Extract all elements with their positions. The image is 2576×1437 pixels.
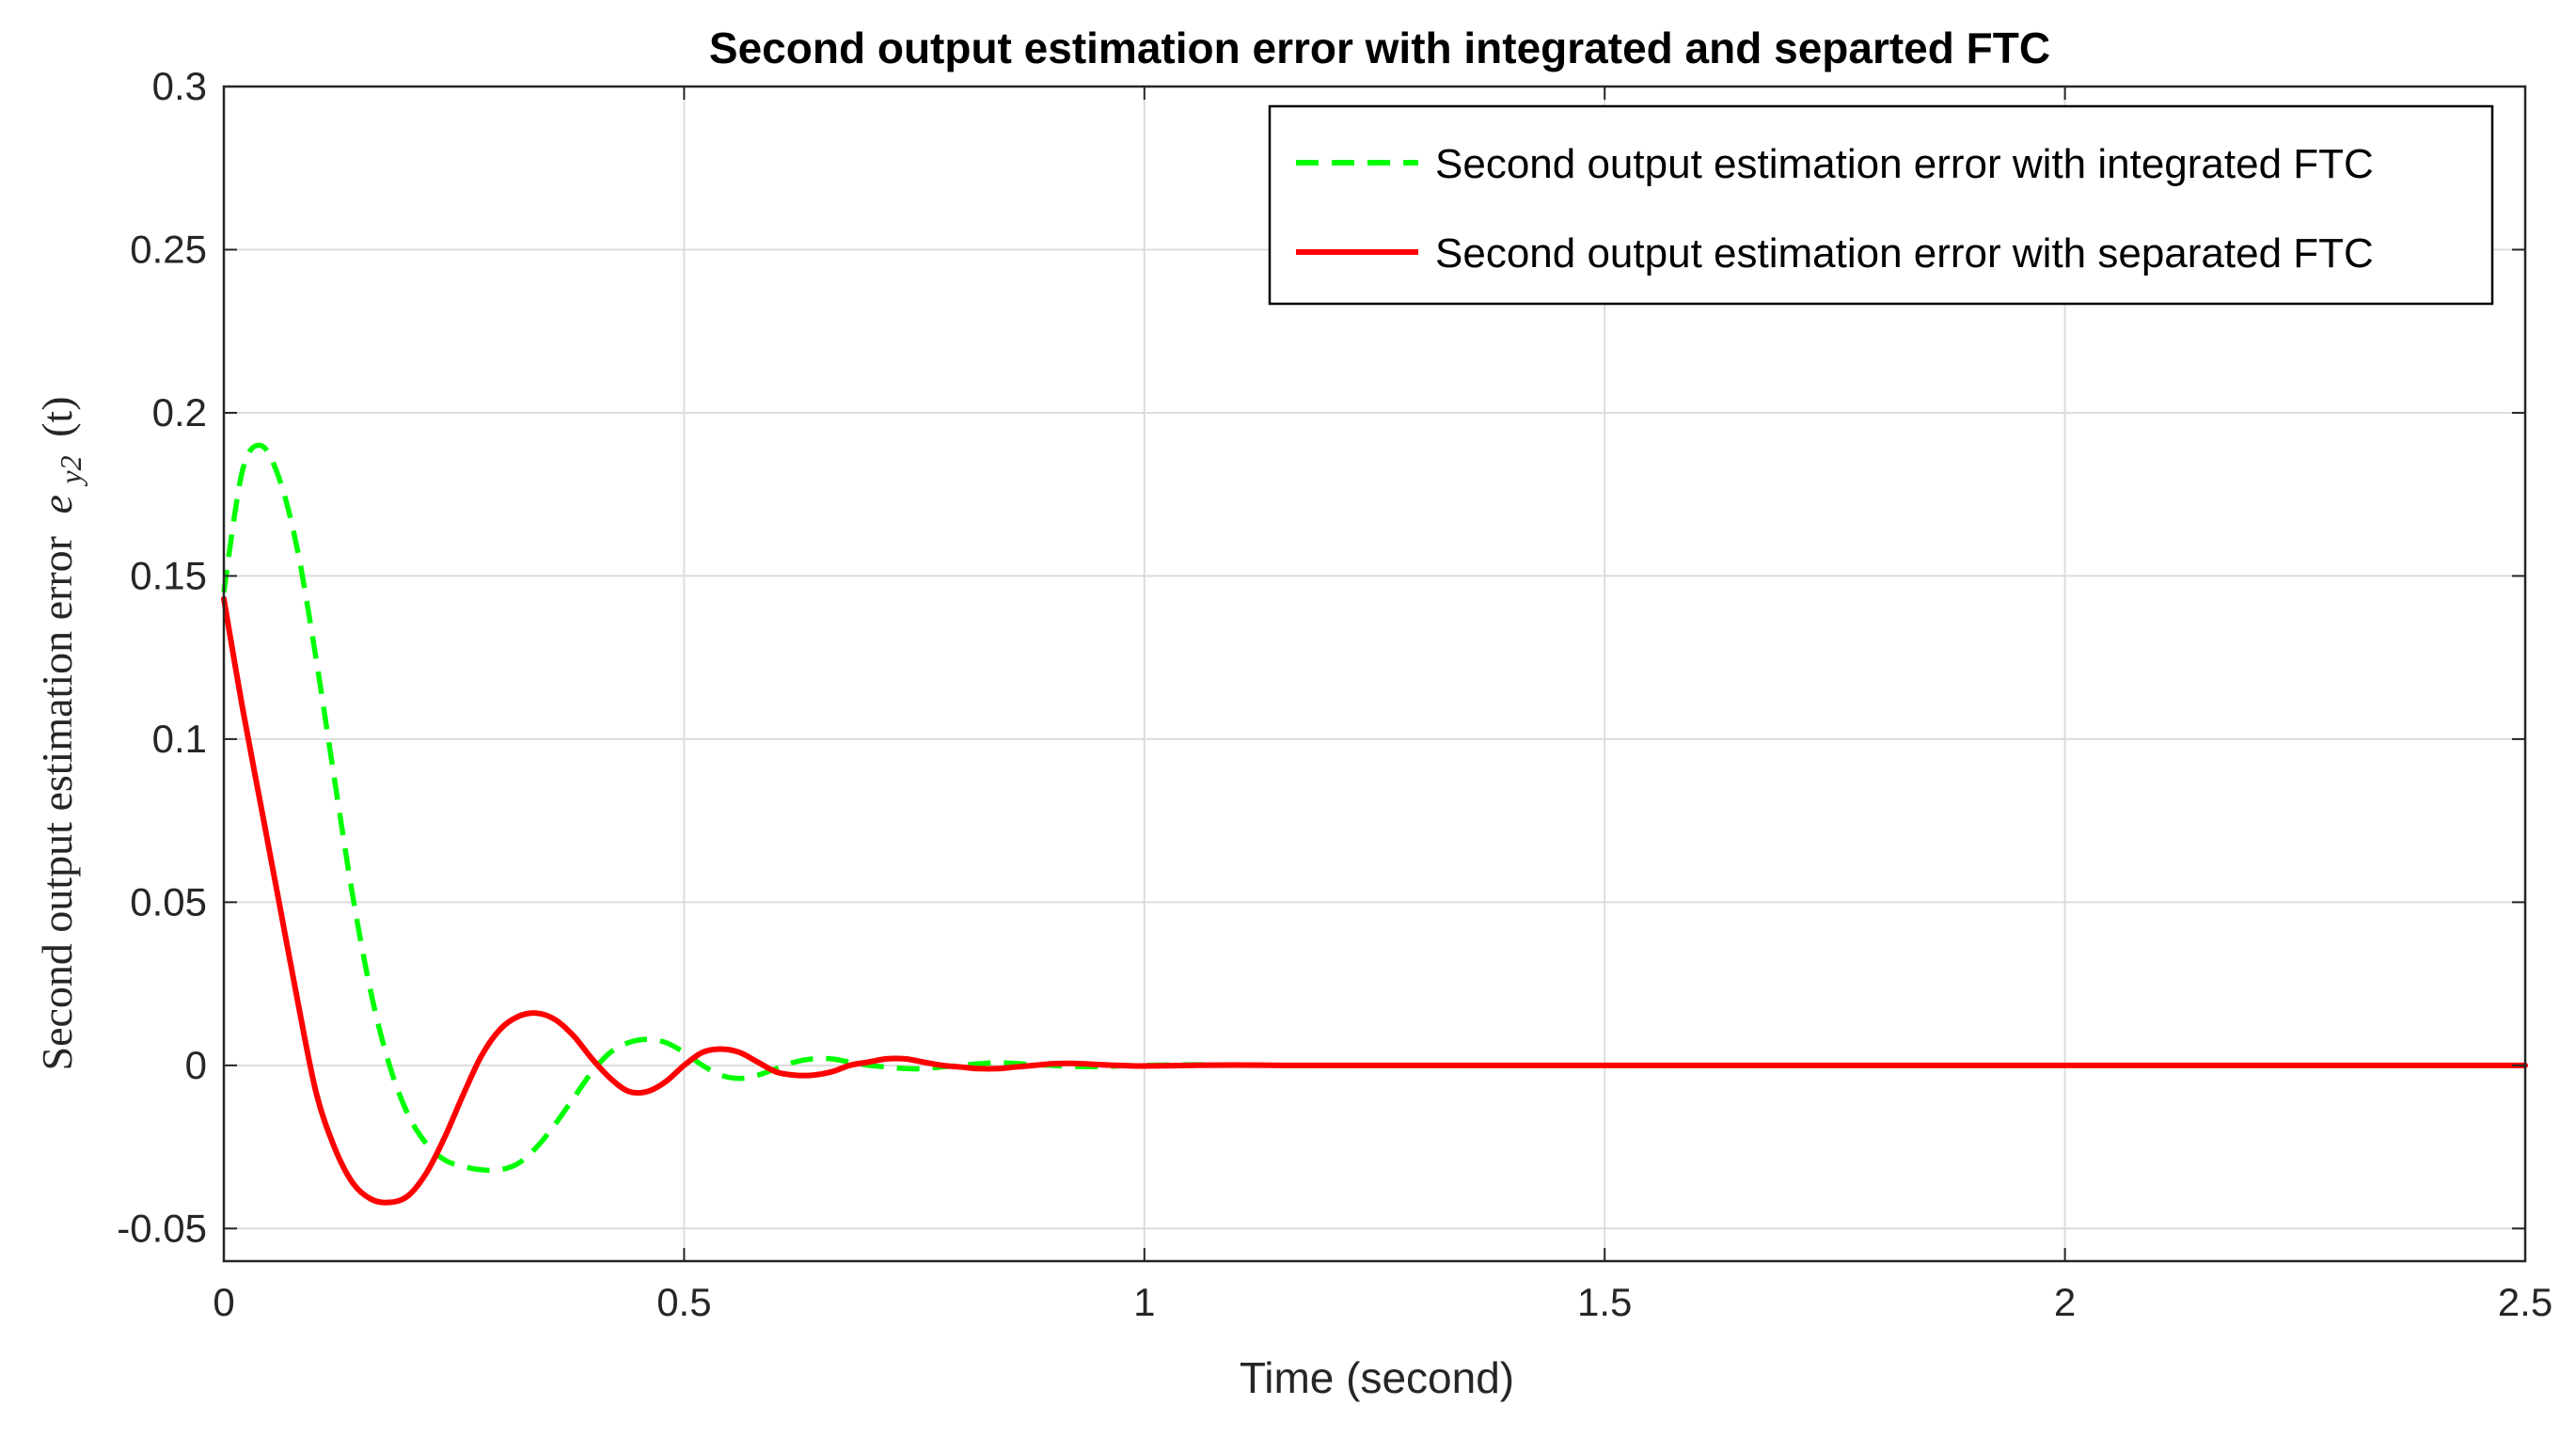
x-tick-label: 1 <box>1133 1280 1155 1324</box>
series-line-separated <box>221 595 2528 1206</box>
tick-marks <box>223 86 2526 1261</box>
x-tick-label: 2 <box>2054 1280 2076 1324</box>
chart-title: Second output estimation error with inte… <box>709 24 2050 72</box>
y-tick-label: 0.15 <box>130 553 207 597</box>
y-tick-label: 0.2 <box>152 390 207 434</box>
y-axis-label-text: Second output estimation error <box>33 536 81 1071</box>
y-axis-label-argument: (t) <box>33 396 81 436</box>
legend-entry-separated: Second output estimation error with sepa… <box>1435 230 2374 276</box>
y-axis-label: Second output estimation error e y2 (t) <box>33 396 90 1070</box>
legend: Second output estimation error with inte… <box>1268 104 2494 306</box>
legend-box <box>1268 104 2494 306</box>
y-tick-label: 0.05 <box>130 879 207 924</box>
x-tick-label: 0.5 <box>656 1280 711 1324</box>
y-tick-label: -0.05 <box>117 1206 207 1250</box>
axes-frame <box>222 85 2527 1263</box>
y-tick-label: 0.3 <box>152 64 207 108</box>
x-tick-label: 1.5 <box>1577 1280 1632 1324</box>
x-tick-label: 0 <box>213 1280 234 1324</box>
series-line-integrated <box>221 442 2525 1174</box>
x-tick-label: 2.5 <box>2498 1280 2552 1324</box>
plot-frame <box>222 85 2527 1263</box>
y-tick-label: 0.25 <box>130 227 207 271</box>
y-axis-label-subscript: y2 <box>54 455 87 486</box>
x-axis-label: Time (second) <box>1240 1353 1514 1402</box>
series-layer <box>221 442 2528 1206</box>
y-tick-label: 0 <box>185 1043 207 1087</box>
y-axis-label-symbol: e <box>33 495 81 513</box>
legend-entry-integrated: Second output estimation error with inte… <box>1435 141 2374 187</box>
y-tick-label: 0.1 <box>152 717 207 761</box>
